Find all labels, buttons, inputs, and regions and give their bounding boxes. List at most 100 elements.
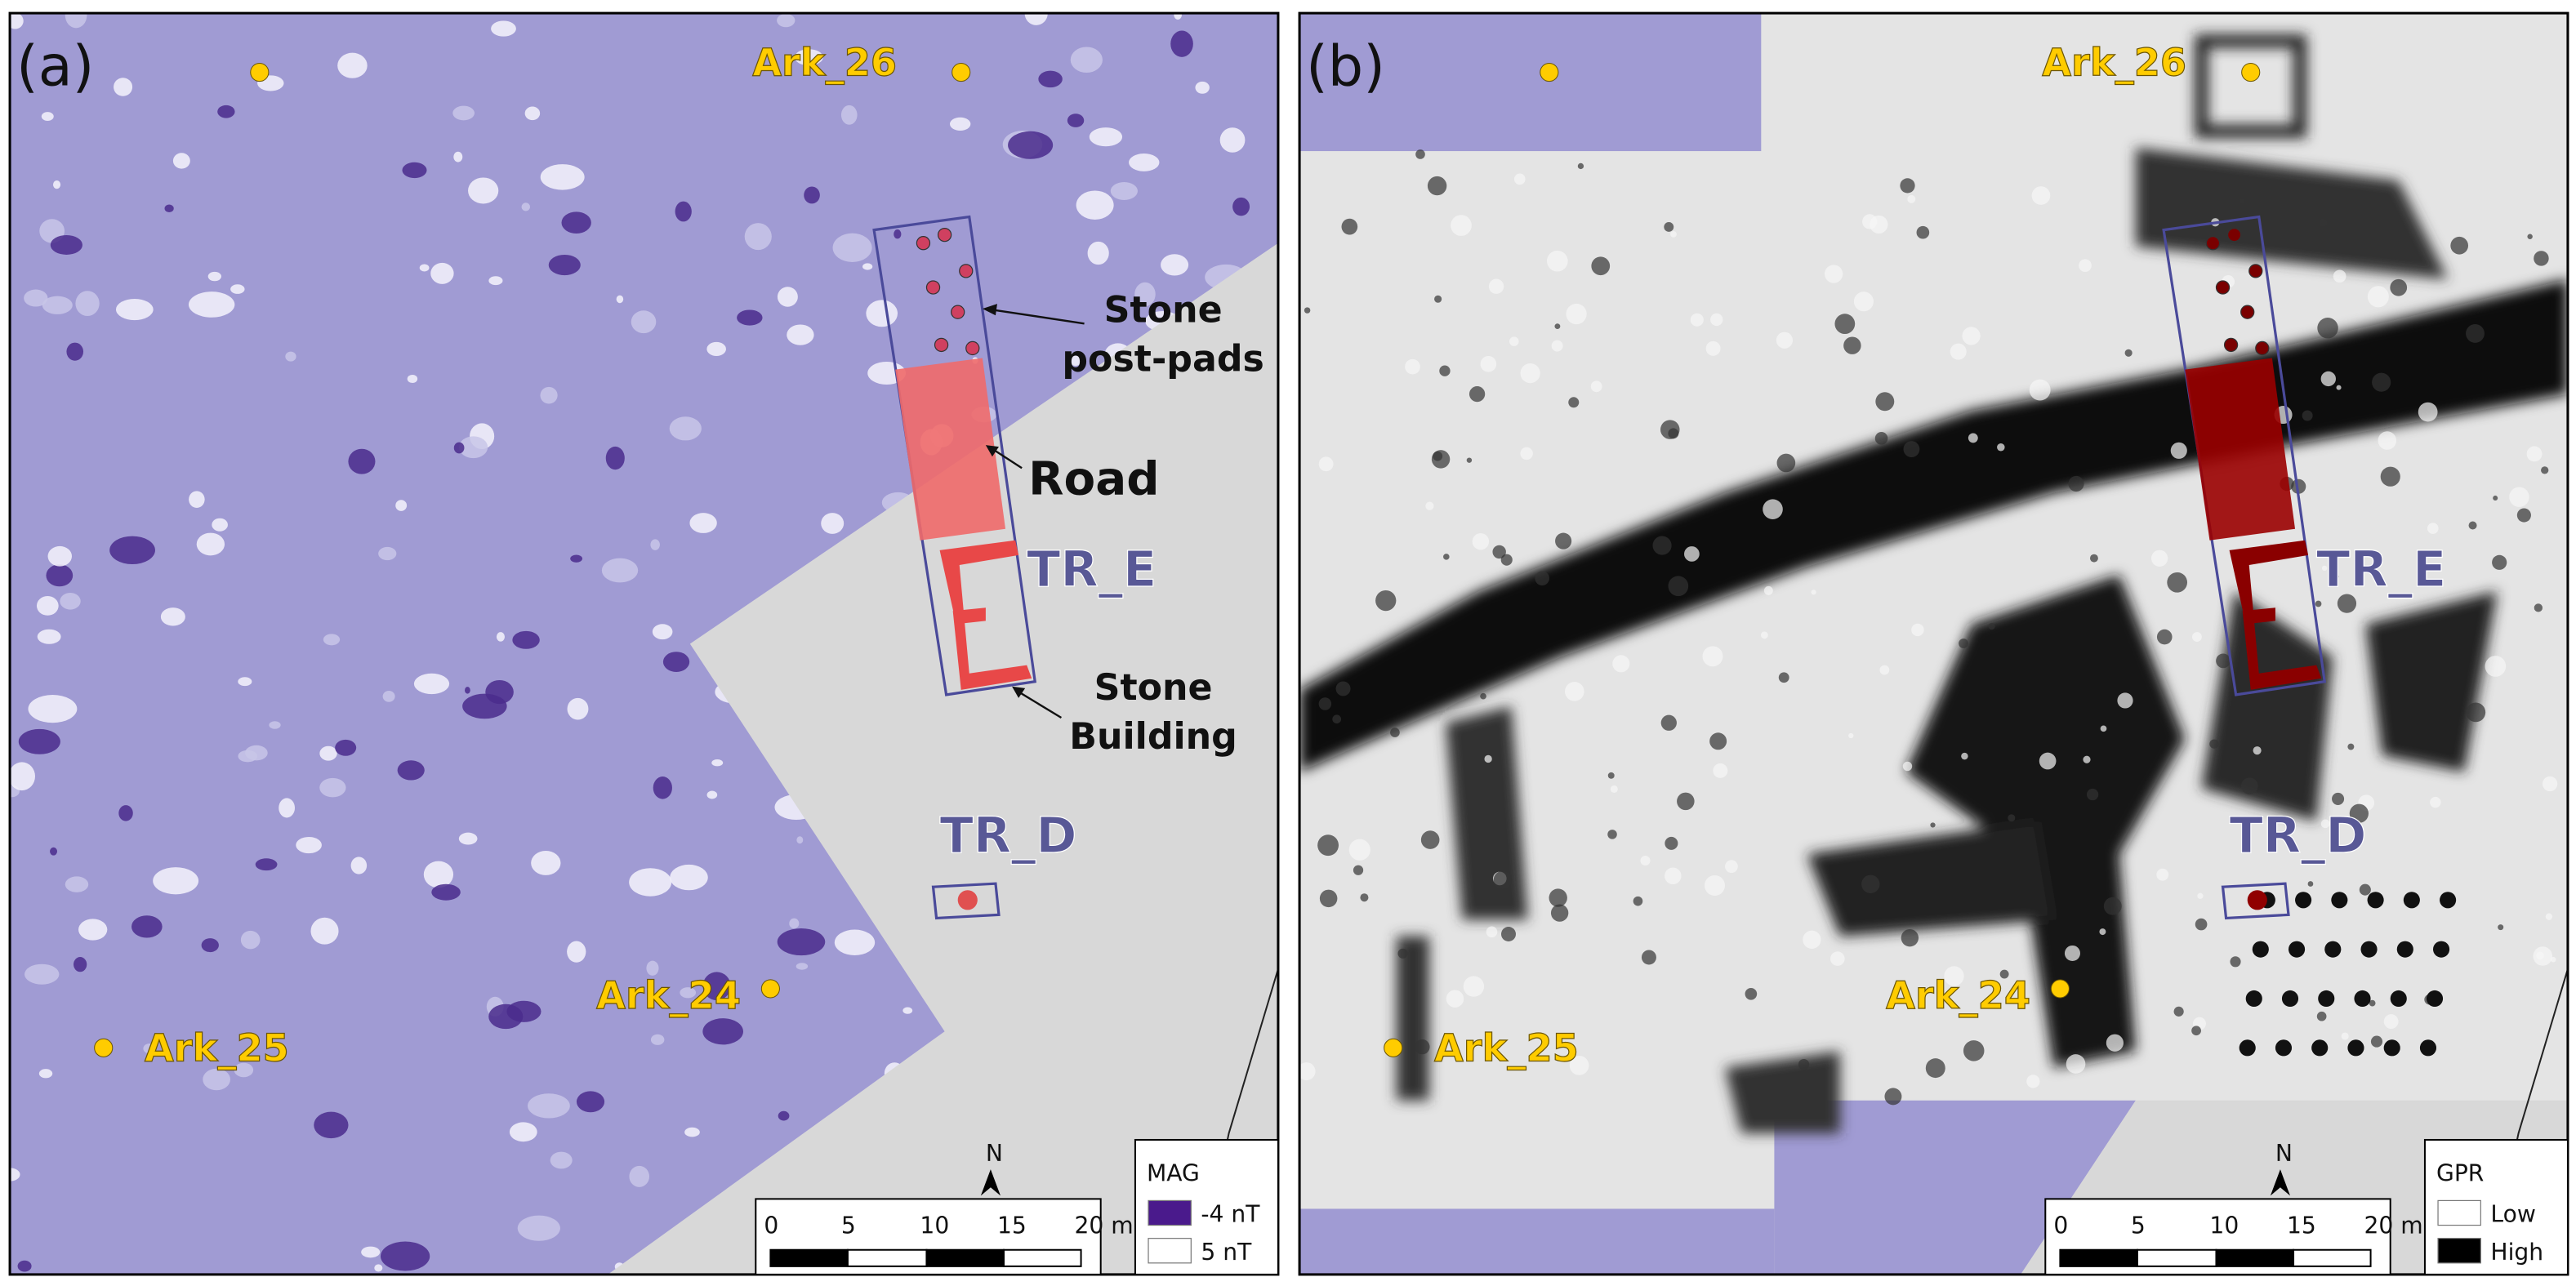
- speckle: [1555, 532, 1572, 550]
- speckle: [2150, 550, 2168, 567]
- pit: [2433, 941, 2450, 958]
- speckle: [2086, 788, 2099, 801]
- anomaly: [616, 295, 624, 304]
- speckle: [1486, 926, 1498, 938]
- anomaly: [60, 593, 81, 610]
- anomaly: [413, 673, 450, 695]
- speckle: [1299, 1062, 1316, 1081]
- post-pad: [959, 264, 974, 278]
- anomaly: [374, 1264, 383, 1272]
- speckle: [2319, 218, 2328, 228]
- speckle: [1390, 728, 1400, 737]
- anomaly: [458, 832, 478, 845]
- anomaly: [419, 264, 430, 272]
- anomaly: [796, 963, 809, 970]
- speckle: [1415, 149, 1425, 159]
- point-label: Ark_24: [596, 973, 741, 1017]
- anomaly: [650, 539, 660, 550]
- speckle: [1612, 655, 1630, 673]
- anomaly: [653, 776, 672, 799]
- anomaly: [115, 298, 154, 321]
- speckle: [1875, 392, 1895, 412]
- speckle: [1710, 313, 1723, 327]
- panel-overlay: (a) Ark_26 Ark_24 Ark_25 TR_E TR_D Stone post-p…: [16, 35, 1279, 1275]
- speckle: [1360, 893, 1369, 902]
- anomaly: [862, 263, 873, 270]
- speckle: [1870, 215, 1888, 234]
- post-pad: [916, 236, 931, 251]
- anomaly: [314, 1111, 349, 1139]
- anomaly: [567, 697, 589, 720]
- survey-point: [94, 1038, 114, 1057]
- anomaly: [540, 386, 558, 404]
- gpr-pits: [2239, 892, 2457, 1057]
- speckle: [1348, 839, 1370, 861]
- anomaly: [407, 374, 418, 384]
- speckle: [1488, 278, 1504, 294]
- speckle: [1591, 256, 1611, 276]
- anomaly: [1219, 127, 1246, 153]
- speckle: [2427, 523, 2439, 534]
- anomaly: [866, 300, 898, 327]
- pit: [2281, 990, 2299, 1008]
- panel-a-map: [10, 13, 1278, 1275]
- speckle: [1702, 646, 1723, 667]
- panel-label: (b): [1306, 35, 1385, 100]
- speckle: [2378, 431, 2397, 450]
- anomaly: [453, 151, 463, 162]
- post-pad: [2240, 305, 2255, 319]
- anomaly: [380, 1241, 430, 1271]
- overlays: (a) Ark_26 Ark_24 Ark_25 TR_E TR_D Stone post-p…: [16, 35, 2569, 1275]
- speckle: [2347, 743, 2355, 750]
- panel-b-frame: [1298, 11, 2569, 1276]
- scale-label: 20 m: [2364, 1213, 2423, 1239]
- pit: [2252, 941, 2269, 958]
- scale-label: 10: [2209, 1213, 2239, 1239]
- anomaly: [894, 229, 902, 239]
- speckle: [1480, 356, 1497, 372]
- panel-b-map: [1299, 13, 2568, 1275]
- speckle: [1861, 874, 1880, 894]
- speckle: [1843, 336, 1861, 354]
- speckle: [2100, 725, 2107, 732]
- speckle: [2466, 323, 2485, 343]
- speckle: [2079, 259, 2092, 273]
- anomaly: [348, 448, 376, 474]
- anomaly: [28, 695, 78, 723]
- pit: [2367, 892, 2384, 909]
- legend-swatch: [2437, 1238, 2481, 1264]
- speckle: [2039, 752, 2057, 770]
- anomaly: [52, 180, 61, 189]
- speckle: [2509, 487, 2529, 507]
- anomaly: [196, 532, 225, 556]
- speckle: [1853, 291, 1874, 312]
- anomaly: [821, 513, 845, 534]
- speckle: [1665, 836, 1678, 850]
- road-excavation: [2185, 358, 2296, 541]
- anomaly: [240, 930, 261, 950]
- anomaly: [36, 596, 59, 616]
- scale-label: 0: [764, 1213, 778, 1239]
- speckle: [2192, 632, 2202, 642]
- speckle: [2243, 831, 2251, 839]
- anomaly: [468, 177, 499, 204]
- speckle: [2536, 951, 2544, 960]
- anomaly: [1174, 13, 1182, 20]
- speckle: [2359, 883, 2371, 896]
- anomaly: [1038, 70, 1063, 88]
- anomaly: [706, 341, 726, 357]
- speckle: [1690, 313, 1704, 327]
- anomaly: [950, 117, 971, 131]
- speckle: [1607, 830, 1617, 839]
- point-label: Ark_25: [1434, 1026, 1579, 1070]
- pit: [2311, 1039, 2329, 1057]
- pit: [2383, 1039, 2400, 1057]
- legend-title: MAG: [1147, 1159, 1200, 1186]
- speckle: [1468, 385, 1486, 403]
- legend-label: 5 nT: [1201, 1239, 1252, 1266]
- speckle: [2167, 572, 2188, 593]
- anomaly: [1024, 13, 1048, 25]
- speckle: [1431, 450, 1451, 469]
- speckle: [2302, 410, 2313, 421]
- legend-label: Low: [2490, 1201, 2535, 1228]
